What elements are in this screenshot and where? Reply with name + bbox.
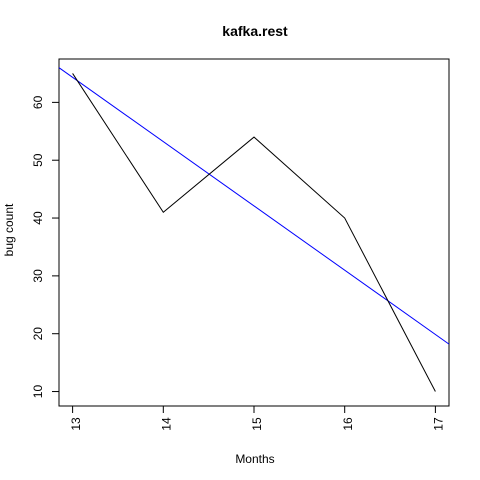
x-axis: 13 14 15 16 17 bbox=[69, 405, 446, 431]
trend-line bbox=[58, 67, 450, 345]
series-line bbox=[72, 73, 436, 392]
x-tick-label: 13 bbox=[69, 417, 83, 431]
y-tick-label: 10 bbox=[31, 385, 45, 399]
x-tick-label: 14 bbox=[159, 417, 173, 431]
chart-title: kafka.rest bbox=[222, 23, 288, 39]
x-tick-label: 17 bbox=[432, 417, 446, 431]
x-tick-label: 16 bbox=[341, 417, 355, 431]
y-tick-label: 40 bbox=[31, 211, 45, 225]
y-tick-label: 60 bbox=[31, 95, 45, 109]
x-axis-label: Months bbox=[235, 452, 274, 466]
plot-area bbox=[58, 67, 450, 392]
y-axis-label: bug count bbox=[2, 203, 16, 256]
x-tick-label: 15 bbox=[250, 417, 264, 431]
y-tick-label: 50 bbox=[31, 153, 45, 167]
y-tick-label: 30 bbox=[31, 269, 45, 283]
y-axis: 10 20 30 40 50 60 bbox=[31, 95, 60, 399]
y-tick-label: 20 bbox=[31, 327, 45, 341]
